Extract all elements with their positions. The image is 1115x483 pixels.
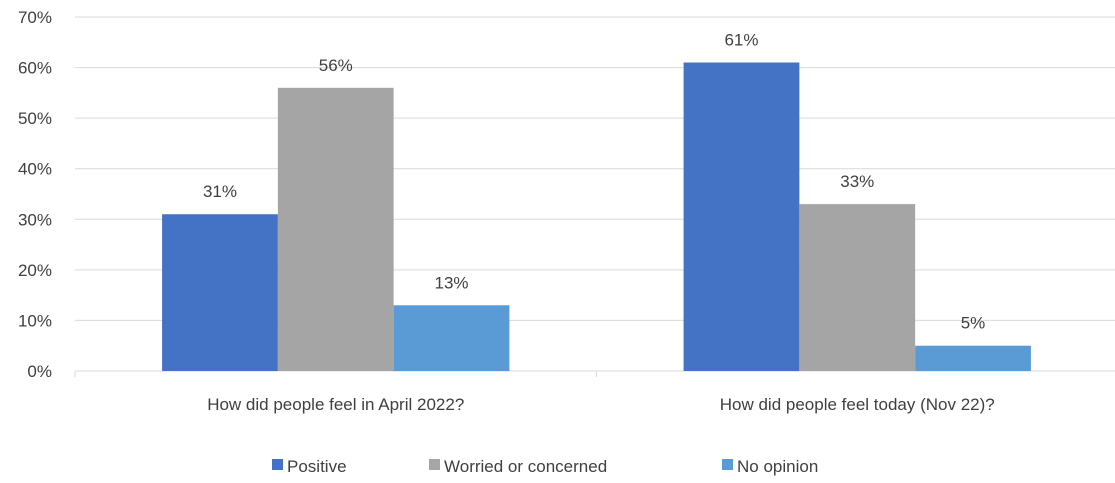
- legend-label: No opinion: [737, 457, 818, 476]
- y-tick-label: 10%: [18, 311, 52, 330]
- bar: [915, 345, 1031, 371]
- bar: [683, 62, 800, 372]
- y-tick-label: 40%: [18, 160, 52, 179]
- y-tick-label: 0%: [27, 362, 52, 381]
- legend-swatch: [722, 459, 733, 470]
- data-label: 5%: [961, 314, 986, 333]
- y-tick-label: 50%: [18, 109, 52, 128]
- category-label: How did people feel in April 2022?: [207, 395, 464, 414]
- legend-label: Positive: [287, 457, 347, 476]
- legend-swatch: [272, 459, 283, 470]
- y-tick-label: 20%: [18, 261, 52, 280]
- data-label: 33%: [840, 172, 874, 191]
- data-label: 56%: [319, 56, 353, 75]
- bar: [162, 214, 278, 371]
- legend-swatch: [429, 459, 440, 470]
- data-label: 13%: [435, 273, 469, 292]
- legend: Positive Worried or concerned No opinion: [272, 457, 818, 476]
- category-label: How did people feel today (Nov 22)?: [720, 395, 995, 414]
- x-axis: [74, 370, 1115, 377]
- y-tick-label: 70%: [18, 8, 52, 27]
- y-tick-label: 60%: [18, 59, 52, 78]
- bar: [277, 87, 394, 372]
- bars: [162, 62, 1031, 372]
- y-tick-label: 30%: [18, 210, 52, 229]
- data-labels: 31% 56% 13% 61% 33% 5%: [203, 31, 985, 333]
- data-label: 61%: [724, 31, 758, 50]
- y-axis-tick-labels: 0% 10% 20% 30% 40% 50% 60% 70%: [18, 8, 52, 381]
- legend-label: Worried or concerned: [444, 457, 607, 476]
- category-labels: How did people feel in April 2022? How di…: [207, 395, 995, 414]
- bar: [393, 305, 510, 371]
- bar: [799, 204, 916, 371]
- data-label: 31%: [203, 182, 237, 201]
